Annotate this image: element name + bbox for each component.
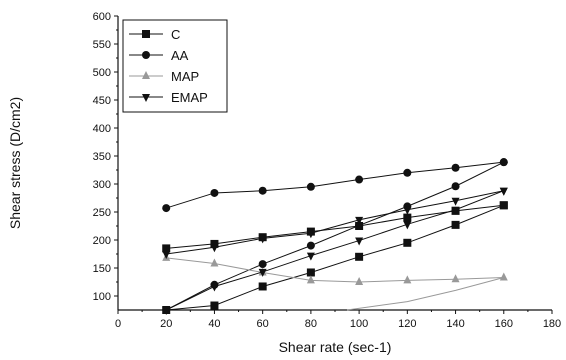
y-tick-label: 600 [93, 11, 111, 23]
series-line [166, 190, 504, 255]
legend-label: C [171, 27, 180, 42]
data-point [355, 252, 364, 261]
data-point [403, 206, 412, 215]
data-point [355, 175, 364, 184]
data-point [355, 277, 364, 285]
x-tick-label: 20 [160, 318, 172, 330]
data-point [258, 268, 267, 277]
series-line [166, 204, 504, 311]
data-point [403, 275, 412, 284]
data-point [306, 230, 315, 239]
data-point [142, 30, 150, 38]
data-point [403, 221, 412, 230]
data-point [142, 94, 150, 102]
x-tick-label: 180 [543, 318, 561, 330]
x-axis-label: Shear rate (sec-1) [279, 339, 392, 355]
data-point [258, 186, 267, 195]
data-point [499, 187, 508, 196]
series-line [166, 190, 504, 311]
x-tick-label: 100 [350, 318, 368, 330]
legend-item: EMAP [129, 90, 208, 105]
data-point [499, 158, 508, 167]
plot-area [162, 158, 508, 315]
y-tick-label: 200 [93, 235, 111, 247]
data-point [162, 251, 171, 259]
data-point [403, 238, 412, 247]
data-point [258, 260, 267, 269]
legend-item: AA [129, 48, 189, 63]
data-point [258, 282, 267, 291]
y-tick-label: 350 [93, 151, 111, 163]
data-point [451, 163, 460, 172]
y-tick-label: 400 [93, 123, 111, 135]
series-line [346, 277, 504, 311]
legend-label: EMAP [171, 90, 208, 105]
series-emap [162, 187, 508, 315]
legend-label: MAP [171, 69, 199, 84]
data-point [403, 213, 412, 222]
data-point [306, 241, 315, 250]
data-point [306, 252, 315, 261]
data-point [355, 216, 364, 225]
x-tick-label: 40 [208, 318, 220, 330]
series-map [162, 252, 508, 311]
y-tick-label: 150 [93, 263, 111, 275]
series-aa [162, 158, 508, 314]
data-point [451, 220, 460, 229]
data-point [142, 71, 150, 79]
y-tick-label: 500 [93, 67, 111, 79]
series-line [165, 161, 505, 311]
legend-item: C [129, 27, 180, 42]
data-point [142, 51, 150, 59]
series-line [166, 257, 504, 283]
data-point [355, 221, 364, 230]
axes: 0 20 40 60 80 100 120 140 160 180 100 150 200 250 300 3… [93, 11, 562, 330]
data-point [451, 206, 460, 215]
data-point [451, 274, 460, 283]
data-point [210, 301, 219, 310]
legend-label: AA [171, 48, 189, 63]
data-point [306, 275, 315, 284]
data-point [162, 204, 171, 213]
x-tick-label: 80 [305, 318, 317, 330]
y-tick-label: 550 [93, 39, 111, 51]
data-point [306, 182, 315, 191]
data-point [210, 239, 219, 248]
series-line [166, 161, 504, 209]
x-tick-label: 140 [446, 318, 464, 330]
legend-item: MAP [129, 69, 199, 84]
y-tick-label: 300 [93, 179, 111, 191]
data-point [162, 244, 171, 253]
x-tick-label: 120 [398, 318, 416, 330]
y-tick-label: 250 [93, 207, 111, 219]
data-point [306, 268, 315, 277]
data-point [403, 168, 412, 177]
x-tick-label: 0 [115, 318, 121, 330]
data-point [451, 182, 460, 191]
series-c [162, 201, 508, 314]
data-point [258, 235, 267, 244]
data-point [499, 272, 508, 281]
x-tick-label: 160 [495, 318, 513, 330]
x-tick-label: 60 [257, 318, 269, 330]
data-point [162, 307, 171, 315]
legend: C AA MAP EMAP [122, 19, 228, 113]
data-point [210, 283, 219, 292]
y-tick-label: 450 [93, 95, 111, 107]
data-point [210, 188, 219, 197]
y-tick-label: 100 [93, 291, 111, 303]
y-axis-label: Shear stress (D/cm2) [7, 97, 23, 229]
data-point [355, 237, 364, 246]
data-point [499, 201, 508, 210]
data-point [451, 197, 460, 206]
data-point [210, 244, 219, 253]
data-point [210, 258, 219, 267]
